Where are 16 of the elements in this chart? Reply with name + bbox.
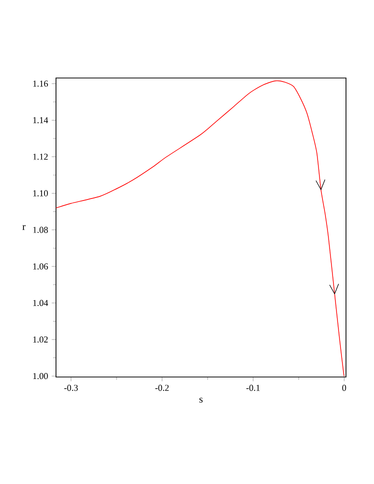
x-tick-label: 0 — [342, 384, 346, 391]
y-tick-label: 1.08 — [33, 226, 48, 233]
x-tick-label: -0.3 — [64, 384, 78, 391]
x-tick-label: -0.2 — [155, 384, 169, 391]
y-tick-label: 1.12 — [33, 154, 48, 160]
x-tick-label: -0.1 — [246, 384, 260, 391]
y-tick-label: 1.10 — [33, 190, 48, 196]
line-series — [56, 80, 345, 376]
y-tick-label: 1.06 — [33, 263, 48, 270]
y-tick-label: 1.00 — [33, 373, 48, 380]
y-tick-label: 1.02 — [33, 336, 48, 343]
y-tick-label: 1.04 — [33, 300, 48, 306]
y-tick-label: 1.16 — [33, 80, 48, 87]
x-axis-title: s — [199, 398, 203, 403]
y-axis-title: r — [22, 225, 26, 230]
y-tick-label: 1.14 — [33, 117, 48, 124]
